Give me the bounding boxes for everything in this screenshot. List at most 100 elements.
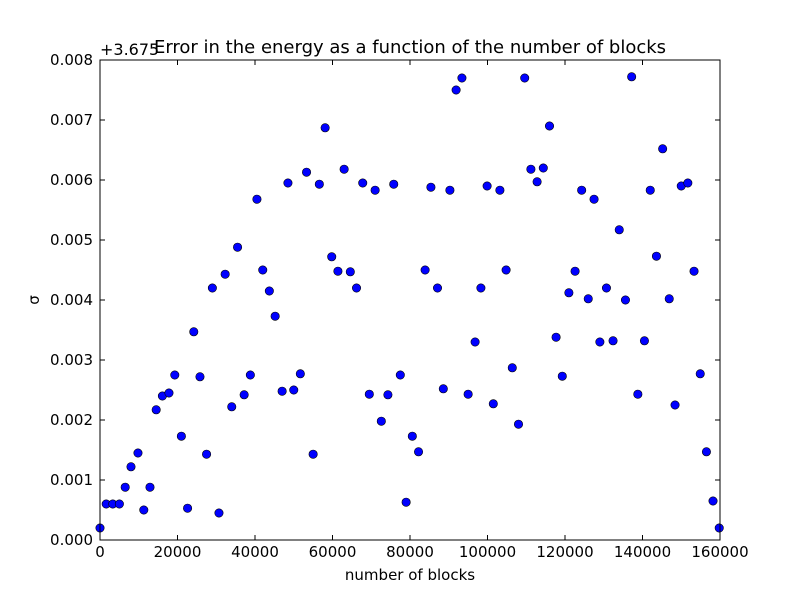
data-point <box>708 496 718 506</box>
data-point <box>507 363 517 373</box>
chart-title: Error in the energy as a function of the… <box>154 37 666 58</box>
data-point <box>389 179 399 189</box>
data-point <box>457 73 467 83</box>
data-point <box>314 179 324 189</box>
y-tick-label: 0.004 <box>50 291 93 309</box>
data-point <box>233 242 243 252</box>
x-ticks: 0 20000 40000 60000 80000 100000 120000 140000 1… <box>95 60 749 561</box>
data-point <box>645 185 655 195</box>
x-tick-label: 140000 <box>614 543 671 561</box>
data-point <box>689 266 699 276</box>
data-point <box>295 369 305 379</box>
data-point <box>327 252 337 262</box>
data-point <box>395 370 405 380</box>
data-point <box>526 164 536 174</box>
data-point <box>595 337 605 347</box>
data-point <box>664 294 674 304</box>
data-point <box>451 85 461 95</box>
data-point <box>445 185 455 195</box>
data-point <box>358 178 368 188</box>
data-point <box>227 402 237 412</box>
x-tick-label: 40000 <box>231 543 279 561</box>
x-tick-label: 60000 <box>309 543 357 561</box>
data-point <box>364 389 374 399</box>
x-tick-label: 0 <box>95 543 105 561</box>
data-point <box>407 431 417 441</box>
data-point <box>195 372 205 382</box>
data-point <box>482 181 492 191</box>
y-tick-label: 0.003 <box>50 351 93 369</box>
data-point <box>302 167 312 177</box>
data-point <box>376 416 386 426</box>
data-point <box>538 163 548 173</box>
data-point <box>214 508 224 518</box>
data-point <box>270 311 280 321</box>
data-point <box>308 449 318 459</box>
data-point <box>683 178 693 188</box>
data-point <box>401 497 411 507</box>
data-point <box>513 419 523 429</box>
data-point <box>258 265 268 275</box>
data-point <box>220 269 230 279</box>
data-point <box>639 336 649 346</box>
data-point <box>433 283 443 293</box>
data-point <box>627 72 637 82</box>
data-point <box>245 370 255 380</box>
data-point <box>488 399 498 409</box>
data-point <box>564 288 574 298</box>
data-point <box>333 266 343 276</box>
data-point <box>283 178 293 188</box>
data-point <box>120 482 130 492</box>
data-point <box>339 164 349 174</box>
data-point <box>551 332 561 342</box>
data-point <box>614 225 624 235</box>
data-point <box>133 448 143 458</box>
data-point <box>345 267 355 277</box>
x-tick-label: 160000 <box>691 543 748 561</box>
data-point <box>501 265 511 275</box>
data-point <box>252 194 262 204</box>
y-tick-label: 0.002 <box>50 411 93 429</box>
data-point <box>532 177 542 187</box>
x-axis-label: number of blocks <box>345 566 475 584</box>
data-point <box>577 185 587 195</box>
data-point <box>701 447 711 457</box>
data-point <box>438 384 448 394</box>
data-point <box>126 462 136 472</box>
data-point <box>320 123 330 133</box>
data-point <box>463 389 473 399</box>
data-point <box>239 390 249 400</box>
data-point <box>170 370 180 380</box>
data-point <box>544 121 554 131</box>
data-point <box>264 286 274 296</box>
y-tick-label: 0.007 <box>50 111 93 129</box>
data-point <box>520 73 530 83</box>
data-point <box>145 482 155 492</box>
data-point <box>714 523 724 533</box>
markers-layer <box>95 72 724 533</box>
data-point <box>495 185 505 195</box>
data-point <box>352 283 362 293</box>
data-point <box>151 405 161 415</box>
data-point <box>589 194 599 204</box>
data-point <box>164 388 174 398</box>
data-point <box>651 251 661 261</box>
data-point <box>277 386 287 396</box>
data-point <box>470 337 480 347</box>
y-ticks: 0.000 0.001 0.002 0.003 0.004 0.005 0.006 0.007… <box>50 51 720 549</box>
y-tick-label: 0.008 <box>50 51 93 69</box>
data-point <box>608 336 618 346</box>
data-point <box>383 390 393 400</box>
data-point <box>114 499 124 509</box>
y-tick-label: 0.006 <box>50 171 93 189</box>
y-tick-label: 0.000 <box>50 531 93 549</box>
data-point <box>570 266 580 276</box>
y-tick-label: 0.005 <box>50 231 93 249</box>
data-point <box>476 283 486 293</box>
x-tick-label: 100000 <box>459 543 516 561</box>
data-point <box>658 144 668 154</box>
y-tick-label: 0.001 <box>50 471 93 489</box>
data-point <box>370 185 380 195</box>
data-point <box>601 283 611 293</box>
